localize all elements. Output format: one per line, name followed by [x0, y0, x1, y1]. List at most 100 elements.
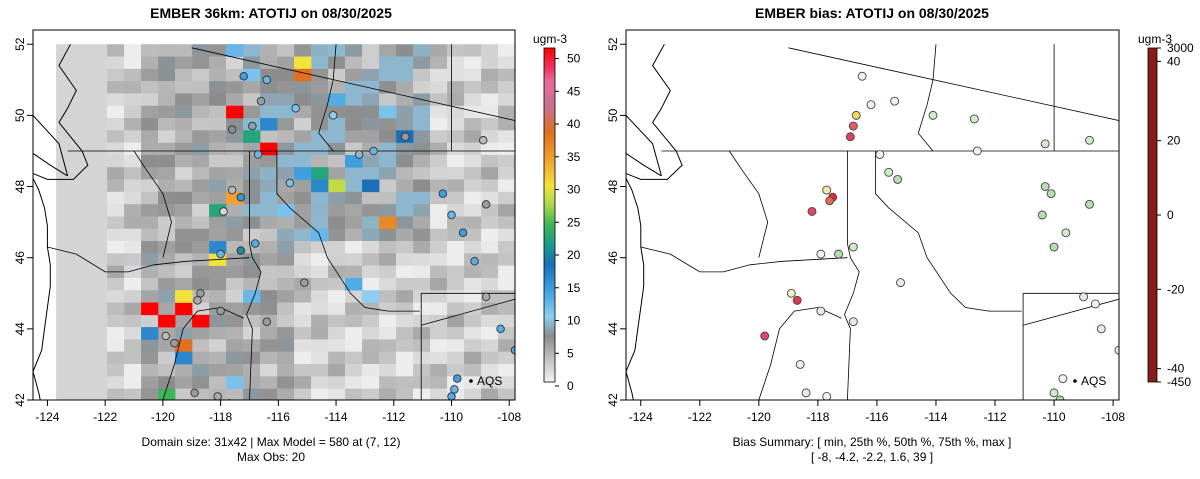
grid-cell-high: [175, 351, 193, 365]
grid-cell: [243, 253, 261, 266]
grid-cell: [141, 179, 159, 193]
aqs-legend-dot: [1073, 379, 1077, 383]
grid-cell: [362, 118, 380, 131]
grid-cell: [260, 167, 278, 180]
grid-cell: [464, 216, 482, 230]
grid-cell: [311, 191, 329, 205]
grid-cell: [396, 56, 414, 70]
grid-cell: [379, 364, 397, 377]
grid-cell: [430, 179, 448, 193]
grid-cell: [464, 327, 482, 340]
grid-cell: [481, 216, 499, 230]
aqs-legend-dot: [469, 379, 473, 383]
grid-cell: [209, 327, 227, 340]
grid-cell: [311, 290, 329, 303]
station-marker: [972, 146, 982, 156]
grid-cell: [379, 44, 397, 57]
grid-cell: [90, 253, 108, 266]
x-tick-label: -124: [35, 410, 59, 424]
grid-cell: [141, 44, 159, 57]
grid-cell: [158, 167, 176, 180]
grid-cell: [430, 118, 448, 131]
station-marker: [285, 178, 295, 188]
grid-cell: [396, 241, 414, 254]
colorbar-tick-label: 30: [567, 183, 581, 197]
grid-cell: [226, 351, 244, 365]
grid-cell: [73, 118, 91, 131]
grid-cell: [73, 327, 91, 340]
station-marker: [825, 196, 835, 206]
grid-cell: [175, 364, 193, 377]
grid-cell: [90, 93, 108, 107]
station-marker: [1079, 292, 1089, 302]
border-line: [421, 298, 515, 326]
grid-cell: [56, 93, 74, 107]
grid-cell-high: [141, 327, 159, 340]
grid-cell: [56, 56, 74, 70]
grid-cell-high: [243, 130, 261, 143]
grid-cell: [345, 241, 363, 254]
grid-cell: [192, 68, 210, 82]
grid-cell: [226, 314, 244, 328]
grid-cell: [464, 265, 482, 279]
grid-cell: [277, 241, 295, 254]
grid-cell: [413, 327, 431, 340]
grid-cell: [277, 302, 295, 316]
grid-cell-high: [226, 105, 244, 119]
station-marker: [848, 121, 858, 131]
grid-cell: [209, 167, 227, 180]
grid-cell: [124, 105, 142, 119]
grid-cell: [73, 105, 91, 119]
grid-cell: [413, 265, 431, 279]
grid-cell: [311, 93, 329, 107]
grid-cell: [379, 68, 397, 82]
station-marker: [875, 150, 885, 159]
station-marker: [1090, 299, 1100, 309]
grid-cell: [294, 93, 312, 107]
plot-background: [626, 30, 1119, 400]
station-marker: [845, 132, 855, 142]
grid-cell: [107, 204, 125, 217]
grid-cell: [277, 364, 295, 377]
grid-cell: [158, 277, 176, 291]
grid-cell: [209, 290, 227, 303]
grid-cell: [243, 327, 261, 340]
grid-cell: [158, 93, 176, 107]
colorbar-tick-label: 10: [567, 314, 581, 328]
station-marker: [1040, 182, 1050, 191]
grid-cell: [362, 154, 380, 168]
station-marker: [447, 392, 456, 400]
grid-cell: [311, 105, 329, 119]
grid-cell: [124, 216, 142, 230]
grid-cell: [396, 93, 414, 107]
grid-cell: [90, 118, 108, 131]
grid-cell: [277, 68, 295, 82]
grid-cell: [481, 81, 499, 94]
grid-cell: [277, 327, 295, 340]
grid-cell: [192, 142, 210, 156]
grid-cell: [107, 290, 125, 303]
grid-cell: [192, 167, 210, 180]
grid-cell: [175, 265, 193, 279]
grid-cell: [192, 216, 210, 230]
grid-cell: [56, 142, 74, 156]
grid-cell: [124, 81, 142, 94]
grid-cell: [413, 154, 431, 168]
grid-cell: [90, 81, 108, 94]
grid-cell: [90, 241, 108, 254]
grid-cell: [294, 290, 312, 303]
border-line: [191, 47, 515, 121]
grid-cell: [498, 364, 515, 377]
grid-cell: [260, 105, 278, 119]
grid-cell: [311, 142, 329, 156]
grid-cell: [175, 253, 193, 266]
grid-cell: [192, 302, 210, 316]
grid-cell: [56, 105, 74, 119]
grid-cell: [226, 93, 244, 107]
grid-cell: [498, 339, 515, 353]
grid-cell: [498, 376, 515, 389]
grid-cell: [430, 339, 448, 353]
grid-cell: [362, 81, 380, 94]
y-tick-label: 48: [606, 180, 620, 194]
colorbar-tick-label: -40: [1167, 362, 1185, 376]
